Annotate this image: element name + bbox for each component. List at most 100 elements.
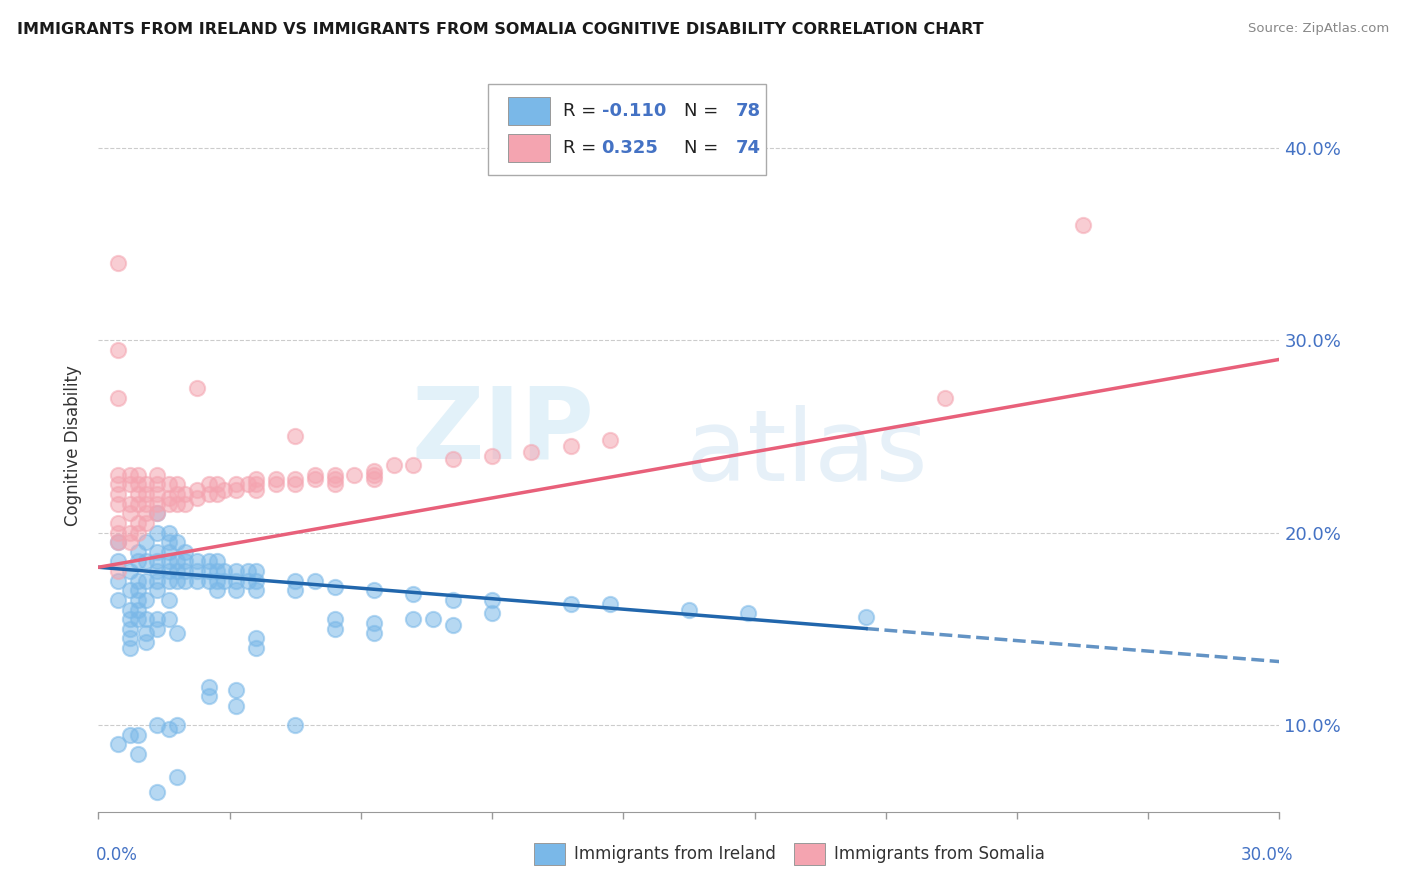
Text: Source: ZipAtlas.com: Source: ZipAtlas.com xyxy=(1249,22,1389,36)
Point xyxy=(135,554,157,568)
Point xyxy=(225,574,247,588)
Point xyxy=(107,564,129,578)
Point xyxy=(197,680,219,694)
Point xyxy=(118,583,141,598)
Point xyxy=(363,583,385,598)
Point xyxy=(166,718,188,732)
Text: Immigrants from Ireland: Immigrants from Ireland xyxy=(574,845,776,863)
Point xyxy=(323,477,346,491)
Point xyxy=(107,535,129,549)
Point xyxy=(855,610,877,624)
Point xyxy=(166,625,188,640)
Point xyxy=(118,477,141,491)
Point xyxy=(118,612,141,626)
Point xyxy=(157,593,180,607)
Point xyxy=(245,583,267,598)
Point xyxy=(323,622,346,636)
Point xyxy=(166,554,188,568)
Point xyxy=(166,535,188,549)
Point xyxy=(107,391,129,405)
Point xyxy=(146,477,169,491)
Point xyxy=(245,564,267,578)
Point xyxy=(157,525,180,540)
Point xyxy=(174,545,197,559)
Text: 74: 74 xyxy=(737,139,761,157)
Point xyxy=(284,477,307,491)
Point xyxy=(118,564,141,578)
Point xyxy=(166,564,188,578)
Point xyxy=(737,607,759,621)
Point xyxy=(135,593,157,607)
Point xyxy=(225,698,247,713)
Point xyxy=(402,612,425,626)
Point xyxy=(304,467,326,482)
Point xyxy=(107,477,129,491)
Point xyxy=(225,683,247,698)
Point xyxy=(174,574,197,588)
Point xyxy=(1071,218,1094,232)
Point xyxy=(186,554,208,568)
Point xyxy=(135,635,157,649)
Point xyxy=(186,564,208,578)
Point xyxy=(304,574,326,588)
Point xyxy=(236,574,259,588)
Point xyxy=(127,602,149,616)
Point xyxy=(118,535,141,549)
Point xyxy=(481,593,503,607)
Point xyxy=(118,622,141,636)
Point xyxy=(382,458,405,473)
Text: 0.325: 0.325 xyxy=(602,139,658,157)
Point xyxy=(157,564,180,578)
Point xyxy=(157,554,180,568)
Point xyxy=(135,487,157,501)
Point xyxy=(107,256,129,270)
Point xyxy=(127,554,149,568)
Point xyxy=(236,564,259,578)
Point xyxy=(481,449,503,463)
Point xyxy=(264,477,287,491)
Point xyxy=(197,487,219,501)
Point xyxy=(118,525,141,540)
Point xyxy=(284,718,307,732)
Point xyxy=(157,477,180,491)
Point xyxy=(146,583,169,598)
Point xyxy=(107,467,129,482)
Point xyxy=(560,597,582,611)
Point xyxy=(363,472,385,486)
Point xyxy=(245,477,267,491)
Point xyxy=(225,583,247,598)
Point xyxy=(146,545,169,559)
Point xyxy=(157,612,180,626)
Point xyxy=(118,467,141,482)
Point xyxy=(157,545,180,559)
Point xyxy=(107,343,129,357)
Point xyxy=(214,483,236,498)
Point xyxy=(323,612,346,626)
Point xyxy=(157,574,180,588)
Point xyxy=(107,525,129,540)
Point xyxy=(166,497,188,511)
Point xyxy=(402,458,425,473)
Point xyxy=(205,564,228,578)
Point xyxy=(214,574,236,588)
Point xyxy=(284,574,307,588)
Text: 0.0%: 0.0% xyxy=(96,846,138,863)
Point xyxy=(135,574,157,588)
Point xyxy=(205,583,228,598)
Point xyxy=(118,632,141,646)
Point xyxy=(225,483,247,498)
Point xyxy=(146,554,169,568)
Point xyxy=(174,554,197,568)
Point xyxy=(107,737,129,751)
Point xyxy=(118,507,141,521)
FancyBboxPatch shape xyxy=(508,135,550,162)
Point xyxy=(135,535,157,549)
Point xyxy=(127,583,149,598)
Point xyxy=(186,491,208,505)
Point xyxy=(363,616,385,631)
Point xyxy=(107,593,129,607)
Point xyxy=(214,564,236,578)
Point xyxy=(422,612,444,626)
Text: R =: R = xyxy=(562,139,602,157)
Text: IMMIGRANTS FROM IRELAND VS IMMIGRANTS FROM SOMALIA COGNITIVE DISABILITY CORRELAT: IMMIGRANTS FROM IRELAND VS IMMIGRANTS FR… xyxy=(17,22,984,37)
